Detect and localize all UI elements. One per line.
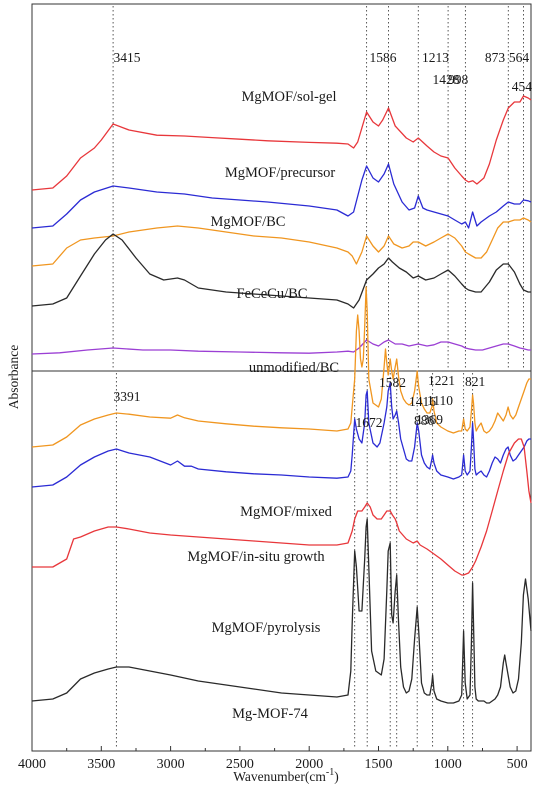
series-line-mgmof-sol-gel	[31, 95, 532, 191]
x-tick-label-4000: 4000	[18, 757, 46, 772]
series-label-mgmof-bc: MgMOF/BC	[211, 214, 286, 230]
peak-lines	[112, 6, 524, 749]
series-line-mgmof-mixed	[31, 286, 531, 448]
series-label-mgmof-in-situ-growth: MgMOF/in-situ growth	[187, 549, 325, 565]
peak-label-886: 886	[414, 413, 435, 428]
x-tick-label-3500: 3500	[87, 757, 115, 772]
x-axis-title-close: )	[334, 769, 339, 784]
peak-label-3415: 3415	[114, 50, 141, 65]
series-line-mgmof-pyrolysis	[32, 438, 532, 576]
series-line-unmodified-bc	[31, 339, 531, 355]
series-label-mgmof-precursor: MgMOF/precursor	[225, 165, 336, 181]
series-line-fececu-bc	[31, 233, 531, 309]
peak-label-564: 564	[509, 50, 530, 65]
series-label-mgmof-mixed: MgMOF/mixed	[240, 504, 333, 520]
peak-label-1416: 1416	[409, 394, 436, 409]
x-tick-label-1000: 1000	[434, 757, 462, 772]
series-layer	[31, 95, 532, 704]
x-tick-label-2000: 2000	[295, 757, 323, 772]
peak-label-454: 454	[512, 79, 533, 94]
series-line-mg-mof-74	[31, 518, 532, 704]
x-axis-title-text: Wavenumber(cm	[233, 769, 326, 784]
peak-label-1428: 1428	[433, 72, 460, 87]
series-line-mgmof-bc	[31, 217, 532, 267]
peak-label-3391: 3391	[114, 389, 141, 404]
peak-label-821: 821	[465, 374, 485, 389]
peak-label-1369: 1369	[416, 412, 443, 427]
x-tick-label-1500: 1500	[365, 757, 393, 772]
peak-label-1582: 1582	[379, 375, 406, 390]
peak-label-1213: 1213	[422, 50, 449, 65]
x-tick-label-500: 500	[507, 757, 528, 772]
series-label-mgmof-pyrolysis: MgMOF/pyrolysis	[212, 620, 321, 636]
series-labels: MgMOF/sol-gel MgMOF/precursor MgMOF/BC FeCe…	[187, 89, 339, 722]
x-axis-title-exponent: -1	[326, 767, 334, 778]
plot-frame	[31, 3, 532, 752]
series-label-unmodified-bc: unmodified/BC	[249, 360, 339, 376]
series-line-mgmof-precursor	[31, 163, 532, 229]
peak-label-1672: 1672	[356, 415, 383, 430]
peak-label-1586: 1586	[370, 50, 397, 65]
peak-label-1221: 1221	[428, 373, 455, 388]
series-label-fececu-bc: FeCeCu/BC	[237, 286, 308, 302]
series-line-mgmof-in-situ-growth	[31, 382, 531, 488]
x-axis: 4000 3500 3000 2500 2000 1500 1000 500	[18, 746, 528, 772]
series-label-mgmof-sol-gel: MgMOF/sol-gel	[241, 89, 336, 105]
y-axis-title: Absorbance	[6, 345, 21, 409]
x-tick-label-3000: 3000	[157, 757, 185, 772]
peak-labels: 3415 1586 1428 1213 998 873 564 454 3391 1672 1582…	[114, 50, 533, 430]
x-axis-title: Wavenumber(cm-1)	[233, 767, 338, 784]
peak-label-873: 873	[485, 50, 506, 65]
peak-label-1110: 1110	[427, 393, 453, 408]
x-tick-label-2500: 2500	[226, 757, 254, 772]
peak-label-998: 998	[448, 72, 469, 87]
series-label-mg-mof-74: Mg-MOF-74	[232, 706, 308, 722]
